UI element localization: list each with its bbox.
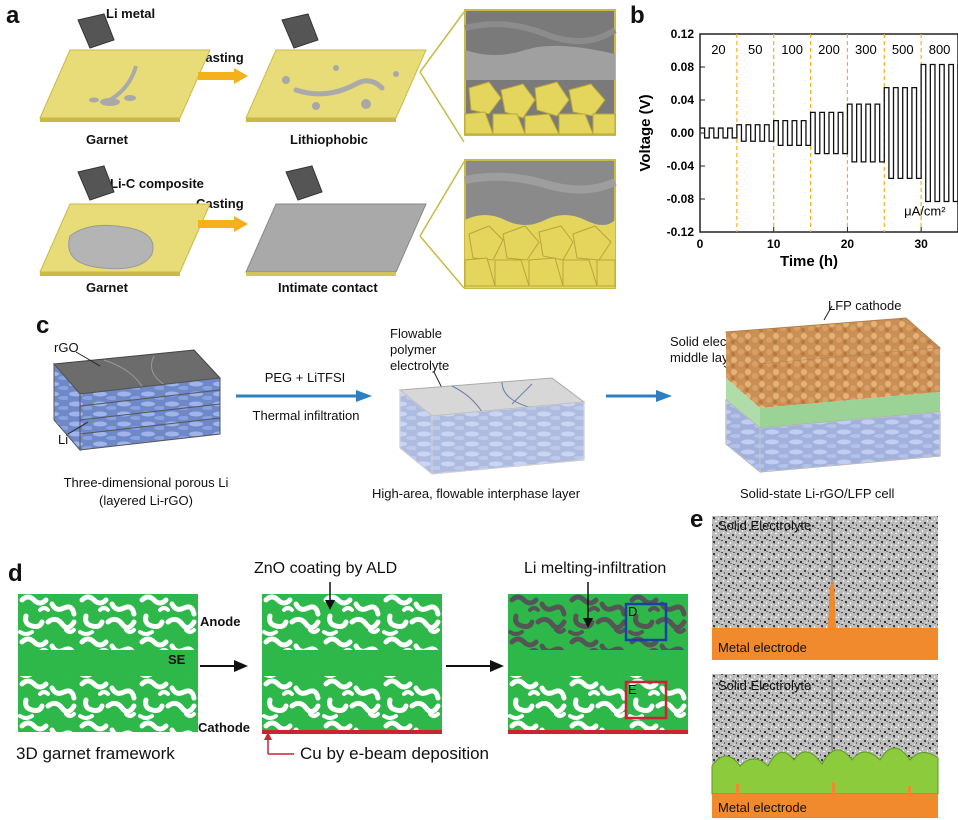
voltage-chart: 20 50 100 200 300 500 8000.120.080.040.00-0.04… xyxy=(637,27,958,270)
box-e-label: E xyxy=(628,682,637,697)
segment-label-2: 100 xyxy=(781,42,803,57)
caption-cu-deposition: Cu by e-beam deposition xyxy=(300,744,490,763)
x-tick-label-2: 20 xyxy=(841,237,855,251)
voltage-trace xyxy=(700,63,958,203)
segment-label-0: 20 xyxy=(711,42,725,57)
garnet-caption-bottom: Garnet xyxy=(86,280,128,295)
caption-interphase: High-area, flowable interphase layer xyxy=(372,486,581,501)
garnet-framework-1 xyxy=(18,594,198,732)
y-tick-label-0: 0.12 xyxy=(671,27,695,41)
li-c-composite-title: Li-C composite xyxy=(110,176,204,191)
x-tick-label-1: 10 xyxy=(767,237,781,251)
flowable-line-3: electrolyte xyxy=(390,358,450,373)
zno-coating-label: ZnO coating by ALD xyxy=(254,560,398,577)
solid-electrolyte-label-e-top: Solid Electrolyte xyxy=(718,518,812,533)
li-pointer xyxy=(67,421,89,435)
thermal-infiltration-label: Thermal infiltration xyxy=(252,408,360,423)
panel-label-e: e xyxy=(690,506,704,533)
caption-3d-porous-li: Three-dimensional porous Li (layered Li-… xyxy=(36,474,256,510)
interface-zoom-top xyxy=(464,9,617,136)
lithiophobic-caption: Lithiophobic xyxy=(290,132,368,147)
garnet-framework-2 xyxy=(262,594,442,734)
garnet-plate-top-right xyxy=(245,49,427,122)
rgo-label: rGO xyxy=(54,340,79,355)
step-arrow-2 xyxy=(446,660,504,672)
garnet-caption-top: Garnet xyxy=(86,132,128,147)
li-label-c: Li xyxy=(58,432,69,447)
step-arrow-1 xyxy=(200,660,248,672)
panel-label-b: b xyxy=(630,2,645,29)
x-tick-label-3: 30 xyxy=(914,237,928,251)
solid-electrolyte-line-2: middle layer xyxy=(670,350,741,365)
caption-solid-state-cell: Solid-state Li-rGO/LFP cell xyxy=(740,486,895,501)
rgo-pointer xyxy=(75,351,101,367)
segment-label-6: 800 xyxy=(929,42,951,57)
anode-label: Anode xyxy=(200,614,241,629)
garnet-plate-top-left xyxy=(39,49,211,122)
caption-3d-line-2: (layered Li-rGO) xyxy=(99,493,193,508)
zoom-lines-bottom xyxy=(419,161,465,289)
lfp-cathode-label: LFP cathode xyxy=(828,298,902,313)
peg-litfsi-label: PEG + LiTFSI xyxy=(264,370,346,385)
dendrite-simulation-bottom xyxy=(711,674,939,818)
panel-label-c: c xyxy=(36,312,50,339)
se-label: SE xyxy=(168,652,186,667)
li-melting-pointer xyxy=(583,582,593,628)
garnet-plate-bottom-left xyxy=(39,203,211,276)
crucible-icon-top-left xyxy=(77,13,115,49)
x-axis-label: Time (h) xyxy=(780,253,838,270)
interphase-layer-block xyxy=(398,377,586,476)
caption-3d-garnet: 3D garnet framework xyxy=(16,744,175,763)
lfp-pointer xyxy=(823,305,833,321)
zoom-lines-top xyxy=(419,11,465,143)
y-axis-label: Voltage (V) xyxy=(637,94,654,171)
segment-label-4: 300 xyxy=(855,42,877,57)
flowable-pointer xyxy=(433,371,443,389)
infiltration-arrow xyxy=(236,390,372,402)
box-d-label: D xyxy=(628,604,638,619)
caption-3d-line-1: Three-dimensional porous Li xyxy=(63,475,229,490)
solid-electrolyte-label-e-bottom: Solid Electrolyte xyxy=(718,678,812,693)
y-tick-label-2: 0.04 xyxy=(671,93,695,107)
panel-label-a: a xyxy=(6,2,20,29)
dendrite-simulation-top xyxy=(712,516,938,660)
flowable-polymer-label: Flowable polymer electrolyte xyxy=(390,326,449,374)
segment-label-5: 500 xyxy=(892,42,914,57)
panel-label-d: d xyxy=(8,560,23,587)
zno-pointer xyxy=(325,582,335,610)
flowable-line-1: Flowable xyxy=(390,326,443,341)
cu-pointer xyxy=(264,732,294,755)
y-tick-label-3: 0.00 xyxy=(671,126,695,140)
li-metal-title: Li metal xyxy=(106,6,156,21)
garnet-framework-3 xyxy=(508,594,688,734)
cathode-label: Cathode xyxy=(198,720,250,735)
interface-zoom-bottom xyxy=(464,159,617,289)
casting-arrow-bottom xyxy=(198,216,248,232)
assembly-arrow xyxy=(606,390,672,402)
crucible-icon-bottom-left xyxy=(77,165,115,201)
segment-label-3: 200 xyxy=(818,42,840,57)
intimate-contact-caption: Intimate contact xyxy=(278,280,378,295)
unit-annotation: μA/cm² xyxy=(904,204,946,219)
metal-electrode-label-e-bottom: Metal electrode xyxy=(718,800,807,815)
y-tick-label-6: -0.12 xyxy=(667,225,695,239)
casting-arrow-top xyxy=(198,68,248,84)
garnet-plate-bottom-right xyxy=(245,203,427,276)
crucible-icon-top-right xyxy=(281,13,319,49)
crucible-icon-bottom-right xyxy=(285,165,323,201)
metal-electrode-label-e-top: Metal electrode xyxy=(718,640,807,655)
y-tick-label-4: -0.04 xyxy=(667,159,695,173)
solid-state-cell-block xyxy=(724,317,942,474)
y-tick-label-1: 0.08 xyxy=(671,60,695,74)
li-melting-label: Li melting-infiltration xyxy=(524,560,667,577)
x-tick-label-0: 0 xyxy=(697,237,704,251)
y-tick-label-5: -0.08 xyxy=(667,192,695,206)
layered-li-rgo-block xyxy=(52,349,222,452)
flowable-line-2: polymer xyxy=(390,342,437,357)
segment-label-1: 50 xyxy=(748,42,762,57)
